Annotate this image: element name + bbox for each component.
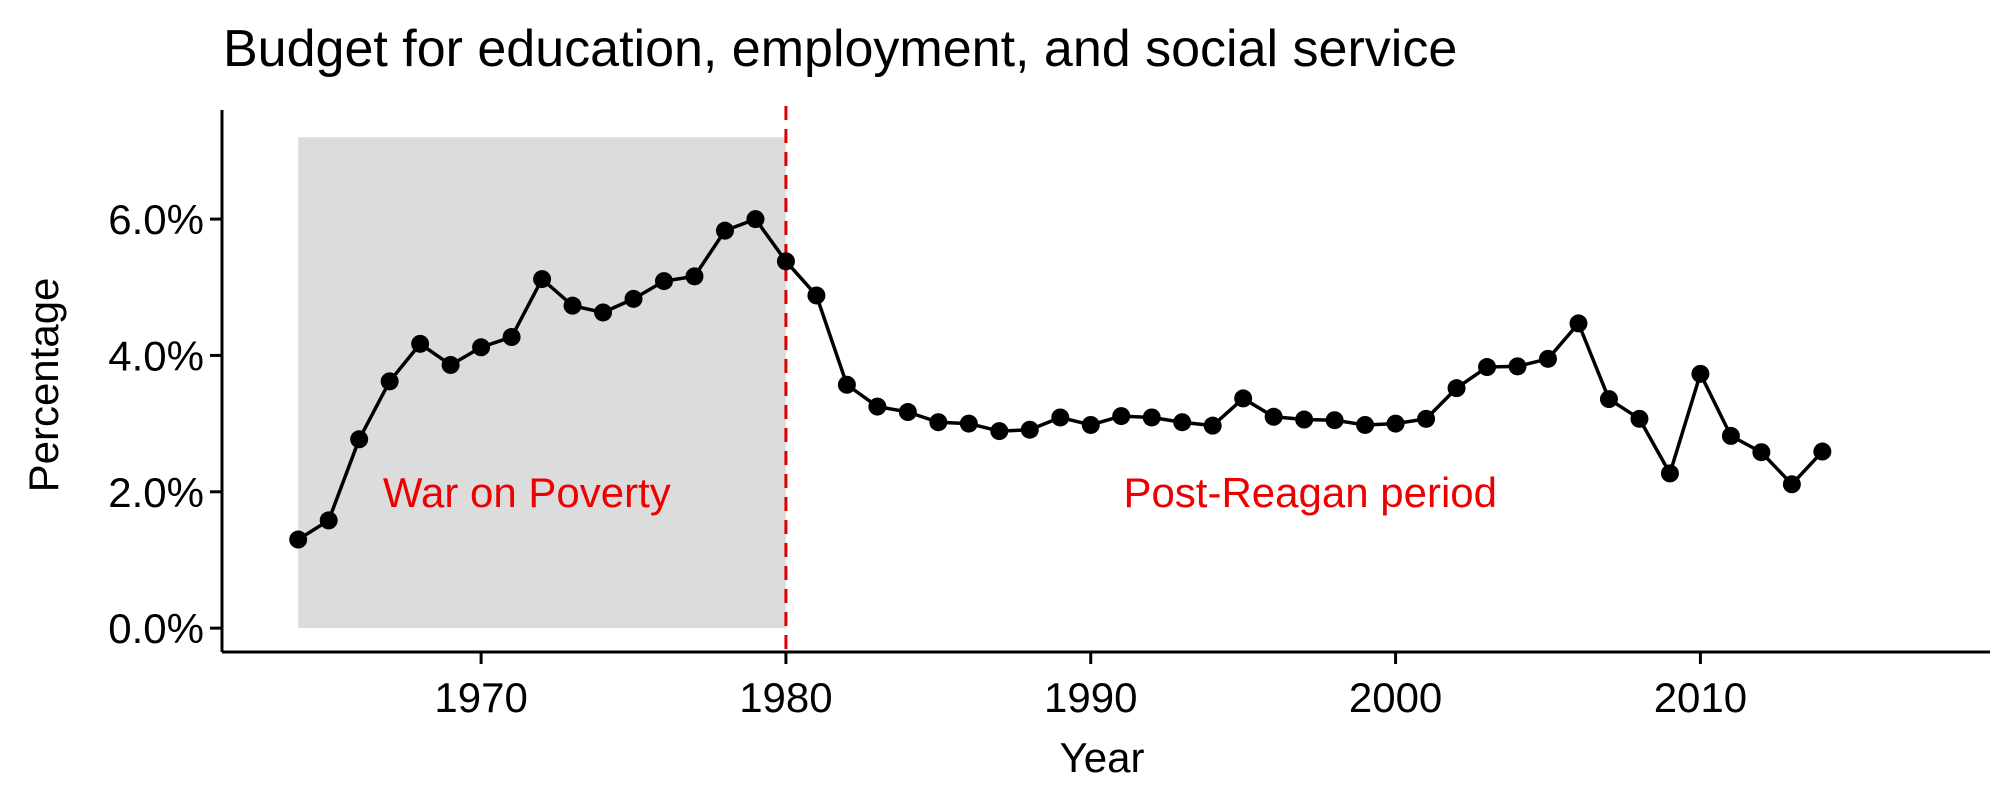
data-point xyxy=(1112,407,1131,426)
plot-area: 0.0% 2.0% 4.0% 6.0% 1970 1980 1990 2000 2010 War … xyxy=(108,106,1990,721)
data-point xyxy=(1142,408,1161,427)
data-point xyxy=(1234,389,1253,408)
data-point xyxy=(1599,390,1618,409)
data-point xyxy=(1386,414,1405,433)
y-tick-label: 6.0% xyxy=(108,196,204,243)
shaded-region xyxy=(298,137,786,629)
data-point xyxy=(1630,409,1649,428)
x-tick-label: 1990 xyxy=(1044,674,1137,721)
data-point xyxy=(655,272,673,291)
data-point xyxy=(441,355,460,374)
data-point xyxy=(411,334,430,353)
data-point xyxy=(1203,416,1222,435)
data-point xyxy=(959,414,978,433)
data-point xyxy=(1051,408,1070,427)
data-point xyxy=(1325,411,1344,430)
data-point xyxy=(380,372,399,391)
data-point xyxy=(1417,409,1436,428)
data-point xyxy=(837,375,856,394)
data-point xyxy=(1721,426,1740,445)
data-point xyxy=(1356,415,1375,434)
data-point xyxy=(1660,464,1679,483)
x-tick-label: 2000 xyxy=(1349,674,1442,721)
data-point xyxy=(624,289,643,308)
data-point xyxy=(990,422,1009,441)
data-point xyxy=(1569,314,1588,333)
data-point xyxy=(929,413,948,432)
data-point xyxy=(1264,407,1283,426)
chart-title: Budget for education, employment, and so… xyxy=(223,20,1457,78)
y-tick-label: 4.0% xyxy=(108,332,204,379)
data-point xyxy=(1691,364,1710,383)
x-axis-title: Year xyxy=(1060,734,1145,781)
data-point xyxy=(350,430,369,449)
data-point xyxy=(685,267,704,286)
x-tick-label: 1980 xyxy=(739,674,832,721)
x-tick-label: 1970 xyxy=(434,674,527,721)
data-point xyxy=(319,511,338,530)
data-point xyxy=(563,296,582,315)
data-point xyxy=(868,397,887,416)
y-tick-label: 0.0% xyxy=(108,605,204,652)
data-point xyxy=(1020,420,1039,439)
data-point xyxy=(1539,349,1557,368)
data-point xyxy=(746,210,765,229)
data-point xyxy=(1478,358,1497,377)
x-tick-label: 2010 xyxy=(1654,674,1747,721)
data-point xyxy=(1508,357,1527,376)
data-point xyxy=(1447,379,1466,398)
data-point xyxy=(1813,442,1832,461)
data-point xyxy=(472,338,491,357)
data-point xyxy=(289,530,308,549)
data-point xyxy=(1295,410,1314,429)
data-point xyxy=(533,270,552,289)
data-point xyxy=(776,252,795,271)
data-point xyxy=(807,286,826,305)
data-point xyxy=(898,403,917,422)
y-axis-title: Percentage xyxy=(20,278,67,493)
data-point xyxy=(594,303,613,322)
data-point xyxy=(1081,415,1100,434)
data-point xyxy=(1782,475,1801,494)
data-point xyxy=(502,328,521,347)
y-tick-label: 2.0% xyxy=(108,469,204,516)
annotation-label: War on Poverty xyxy=(383,469,671,516)
data-point xyxy=(715,221,734,240)
data-point xyxy=(1173,413,1192,432)
annotation-label: Post-Reagan period xyxy=(1123,469,1497,516)
data-point xyxy=(1752,443,1771,462)
